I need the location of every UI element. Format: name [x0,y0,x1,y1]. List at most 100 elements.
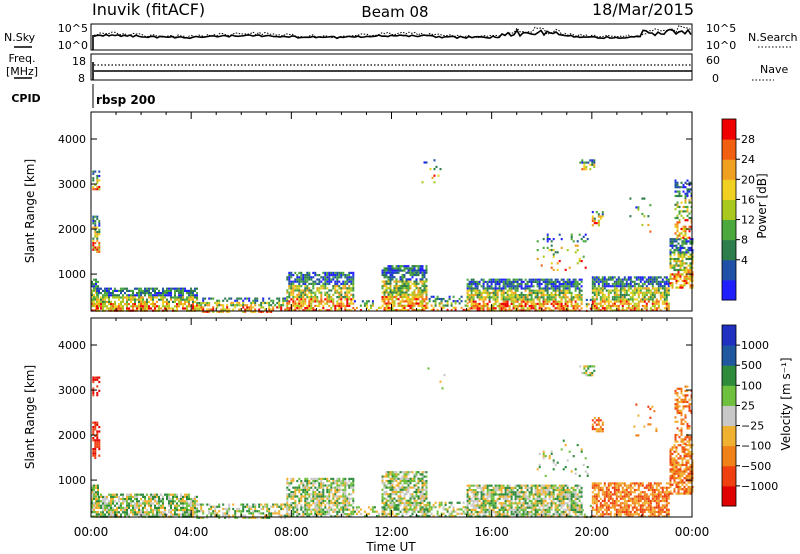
echo-cell [385,486,388,489]
echo-cell [436,514,439,518]
echo-cell [425,298,428,301]
echo-cell [268,310,271,313]
freq-left-tick-top: 18 [72,55,86,68]
echo-cell [298,300,301,303]
echo-cell [434,297,437,301]
echo-cell [500,302,503,305]
echo-cell [122,502,124,505]
echo-cell [198,510,201,513]
echo-cell [108,513,110,516]
echo-cell [635,307,638,310]
echo-cell [423,484,426,487]
echo-cell [597,285,600,288]
echo-cell [611,278,614,281]
echo-cell [498,280,501,283]
echo-cell [683,255,686,258]
echo-cell [182,504,184,507]
echo-cell [150,500,152,503]
echo-cell [296,488,299,491]
echo-cell [340,484,343,487]
echo-cell [488,294,491,297]
echo-cell [530,294,533,297]
echo-cell [530,305,533,308]
echo-cell [421,479,424,483]
echo-cell [232,514,235,517]
echo-cell [405,289,408,292]
echo-cell [405,280,408,283]
echo-cell [532,300,535,303]
power-scatter [91,159,694,313]
colorbar-segment [722,139,736,160]
echo-cell [204,304,207,307]
echo-cell [512,280,515,283]
echo-cell [330,300,333,303]
echo-cell [324,278,327,281]
echo-cell [518,298,521,301]
echo-cell [544,278,547,281]
echo-cell [609,291,612,294]
echo-cell [383,306,386,310]
echo-cell [538,305,541,308]
echo-cell [138,294,140,297]
echo-cell [524,289,527,292]
echo-cell [348,497,351,500]
echo-cell [334,309,337,312]
echo-cell [180,287,182,290]
echo-cell [324,499,327,502]
echo-cell [623,293,626,297]
echo-cell [164,289,166,292]
echo-cell [403,493,406,496]
echo-cell [298,477,301,480]
echo-cell [310,499,313,502]
echo-cell [647,296,650,299]
echo-cell [674,223,677,226]
echo-cell [276,512,279,515]
echo-cell [92,226,95,229]
echo-cell [136,298,138,301]
echo-cell [456,300,459,303]
echo-cell [436,512,439,515]
echo-cell [426,302,429,305]
echo-cell [108,493,110,496]
echo-cell [540,302,543,305]
echo-cell [178,513,180,516]
echo-cell [635,276,638,279]
echo-cell [391,300,394,303]
echo-cell [352,499,355,502]
echo-cell [621,307,624,310]
echo-cell [397,269,400,272]
echo-cell [346,291,349,294]
echo-cell [661,287,664,290]
echo-cell [93,491,95,494]
echo-cell [431,176,434,179]
echo-cell [387,271,390,274]
echo-cell [542,289,545,292]
echo-cell [532,305,535,308]
echo-cell [607,278,610,281]
echo-cell [371,304,374,307]
echo-cell [421,473,424,476]
echo-cell [118,506,120,509]
echo-cell [242,516,245,519]
echo-cell [562,296,565,299]
echo-cell [114,511,116,514]
echo-cell [340,287,343,290]
echo-cell [138,511,140,514]
echo-cell [108,303,110,306]
echo-cell [391,504,394,507]
echo-cell [96,226,99,229]
echo-cell [413,298,416,301]
echo-cell [381,284,384,288]
echo-cell [108,296,110,299]
echo-cell [637,296,640,299]
echo-cell [647,291,650,294]
echo-cell [124,287,126,290]
echo-cell [124,511,126,514]
echo-cell [182,289,184,292]
echo-cell [316,289,319,292]
echo-cell [675,275,678,278]
echo-cell [669,282,672,285]
echo-cell [252,505,255,508]
echo-cell [120,300,122,303]
echo-cell [576,294,579,297]
